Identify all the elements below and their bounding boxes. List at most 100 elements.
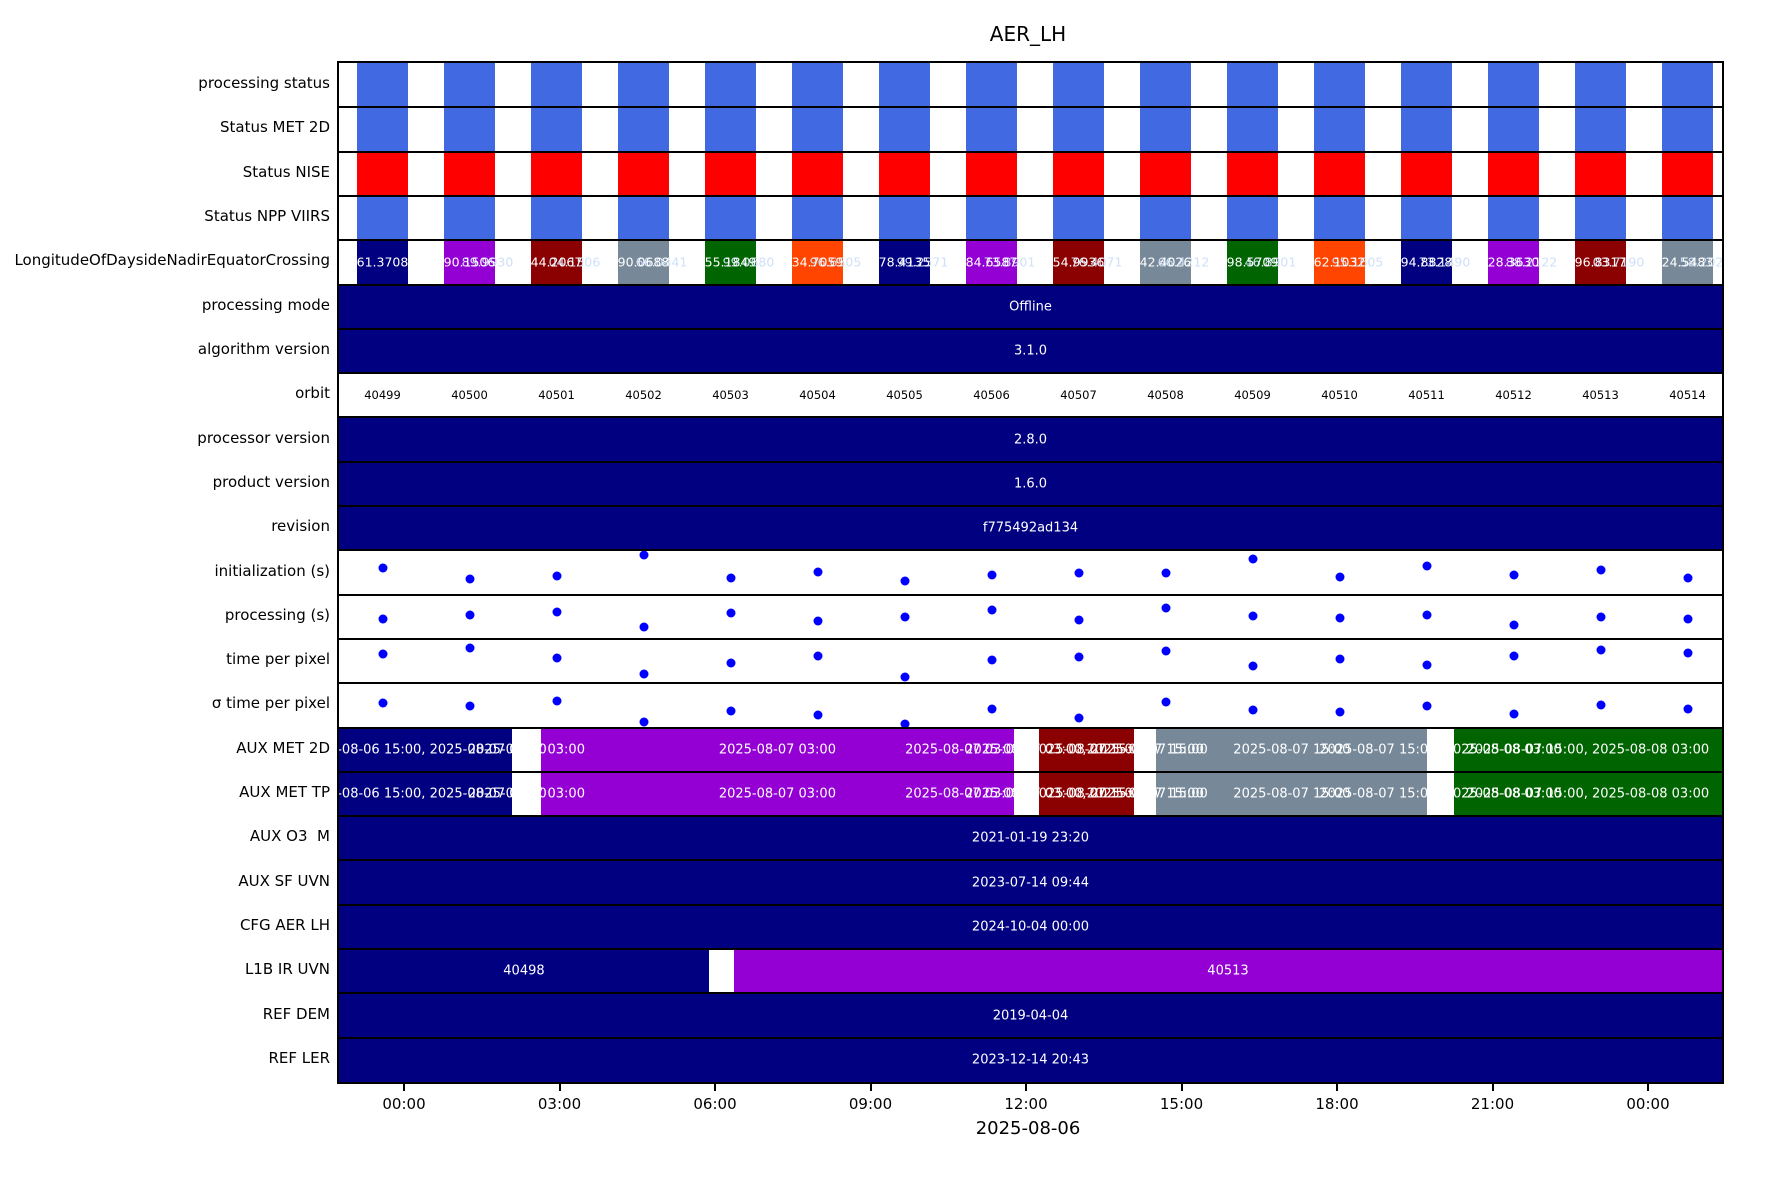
row-separator [339,815,1722,818]
chart-title: AER_LH [989,22,1067,46]
row-separator [339,194,1722,197]
scatter-dot [726,706,735,716]
longitude-gap-value: 66.4212 [1157,254,1210,270]
scatter-dot [1074,568,1083,578]
plot-area: 61.3708 90.1506 44.2067 90.0688 55.1849 34.70… [337,61,1724,1084]
scatter-dot [552,571,561,581]
scatter-dot [1596,612,1605,622]
orbit-number: 40512 [1495,388,1532,403]
segment-label: 2025-08-07 15:00 [1086,742,1204,758]
status-block [1575,63,1626,108]
longitude-block [1662,240,1713,285]
row-label: Status MET 2D [219,118,330,137]
scatter-dot [1074,652,1083,662]
status-block [618,107,669,152]
scatter-dot [726,658,735,668]
scatter-dot [900,672,909,682]
status-block [357,151,408,196]
scatter-dot [552,696,561,706]
scatter-dot [813,616,822,626]
scatter-dot [465,643,474,653]
longitude-value: 94.8828 [1400,254,1453,270]
scatter-dot [639,717,648,727]
longitude-value: 84.6587 [965,254,1018,270]
row-label: AUX MET 2D [236,738,330,757]
x-tick-mark [869,1083,872,1091]
x-tick-label: 03:00 [537,1095,582,1113]
longitude-value: 55.1849 [704,254,757,270]
row-label: revision [271,517,330,536]
scatter-dot [1335,613,1344,623]
row-label: L1B IR UVN [244,960,330,979]
scatter-dot [900,576,909,586]
value-bar [339,284,1722,329]
orbit-number: 40510 [1321,388,1358,403]
longitude-gap-value: 89.9930 [461,254,514,270]
status-block [1488,63,1539,108]
x-tick-mark [403,1083,405,1091]
status-block [444,63,495,108]
timeline-segment [339,727,512,772]
row-separator [339,505,1722,508]
scatter-dot [1422,610,1431,620]
segment-label: 2025-08-07 03:00, 2025-08-07 15:00 [905,786,1148,802]
x-tick-label: 09:00 [848,1095,893,1113]
timeline-segment [339,949,709,994]
orbit-number: 40500 [451,388,488,403]
status-block [1662,151,1713,196]
scatter-dot [726,608,735,618]
x-tick-mark [1025,1083,1027,1091]
row-separator [339,593,1722,596]
segment-label: 2025-08-07 03:00, 2025-08-07 15:00 [965,786,1208,802]
row-label: time per pixel [226,650,330,669]
value-bar-label: Offline [1009,299,1052,315]
scatter-dot [552,607,561,617]
scatter-dot [378,698,387,708]
longitude-value: 24.5483 [1661,254,1714,270]
scatter-dot [1422,561,1431,571]
scatter-dot [1161,568,1170,577]
value-bar [339,904,1722,950]
longitude-gap-value: 73.8901 [983,254,1036,270]
scatter-dot [1248,554,1257,564]
status-block [1227,151,1278,196]
value-bar-label: f775492ad134 [982,520,1079,536]
value-bar-label: 1.6.0 [1013,476,1048,492]
value-bar-label: 3.1.0 [1013,343,1048,359]
status-block [879,107,930,152]
scatter-dot [1335,572,1344,582]
scatter-dot [1509,620,1518,630]
row-separator [339,682,1722,685]
longitude-gap-value: 73.1490 [1418,254,1471,270]
segment-label: 2025-08-07 15:00, 2025-08-08 03:00 [1319,742,1562,758]
value-bar [339,1037,1722,1082]
segment-label: 2025-08-06 15:00, 2025-08-07 03:00 [337,742,547,758]
longitude-block [1314,240,1365,285]
segment-label: 40513 [1207,963,1249,979]
scatter-dot [1161,603,1170,613]
row-separator [339,903,1722,906]
longitude-gap-value: 04.1506 [548,254,601,270]
orbit-number: 40511 [1408,388,1445,403]
scatter-dot [1161,646,1170,656]
x-tick-label: 21:00 [1470,1095,1515,1113]
longitude-gap-value: 66.0441 [635,254,688,270]
scatter-dot [1422,701,1431,711]
row-separator [339,283,1722,286]
scatter-dot [552,653,561,663]
scatter-dot [378,614,387,624]
longitude-block [1401,240,1452,285]
row-label: AUX MET TP [239,783,330,802]
orbit-number: 40507 [1060,388,1097,403]
status-block [1227,63,1278,108]
status-block [1053,151,1104,196]
x-tick-label: 12:00 [1004,1095,1048,1113]
row-separator [339,859,1722,862]
timeline-segment [1156,771,1428,817]
longitude-gap-value: 95.1605 [1331,254,1384,270]
x-tick-mark [1491,1083,1494,1091]
value-bar-label: 2021-01-19 23:20 [971,830,1090,846]
longitude-value: 90.1506 [443,254,496,270]
timeline-segment [733,949,1722,994]
